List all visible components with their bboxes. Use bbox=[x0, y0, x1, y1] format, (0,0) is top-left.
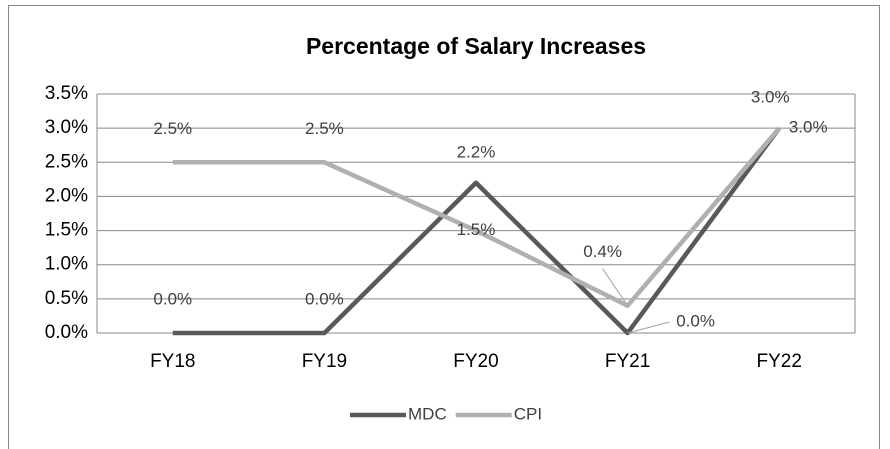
leader-line bbox=[602, 268, 629, 306]
y-tick-label: 0.5% bbox=[45, 288, 88, 309]
y-tick-label: 1.0% bbox=[45, 254, 88, 275]
data-label: 3.0% bbox=[751, 88, 790, 107]
y-tick-label: 0.0% bbox=[45, 322, 88, 343]
chart-title: Percentage of Salary Increases bbox=[306, 33, 646, 59]
x-tick-label: FY20 bbox=[453, 351, 498, 372]
data-label: 2.2% bbox=[457, 142, 496, 161]
line-series bbox=[172, 126, 782, 336]
y-tick-label: 2.5% bbox=[45, 151, 88, 172]
x-tick-label: FY18 bbox=[150, 351, 195, 372]
leader-line bbox=[627, 321, 670, 334]
x-tick-label: FY19 bbox=[302, 351, 347, 372]
y-tick-label: 2.0% bbox=[45, 185, 88, 206]
y-tick-label: 1.5% bbox=[45, 220, 88, 241]
data-label: 0.0% bbox=[305, 289, 344, 308]
legend-label: MDC bbox=[408, 404, 447, 423]
y-tick-label: 3.5% bbox=[45, 83, 88, 104]
data-label: 0.0% bbox=[676, 311, 715, 330]
data-label: 1.5% bbox=[457, 220, 496, 239]
data-label: 2.5% bbox=[305, 119, 344, 138]
chart-border bbox=[8, 5, 880, 449]
y-tick-label: 3.0% bbox=[45, 117, 88, 138]
data-label: 2.5% bbox=[153, 119, 192, 138]
data-label: 0.4% bbox=[583, 242, 622, 261]
line-series bbox=[172, 126, 781, 308]
legend-label: CPI bbox=[514, 404, 542, 423]
x-tick-label: FY21 bbox=[605, 351, 650, 372]
data-label: 3.0% bbox=[789, 118, 828, 137]
x-tick-label: FY22 bbox=[756, 351, 801, 372]
data-label: 0.0% bbox=[153, 289, 192, 308]
